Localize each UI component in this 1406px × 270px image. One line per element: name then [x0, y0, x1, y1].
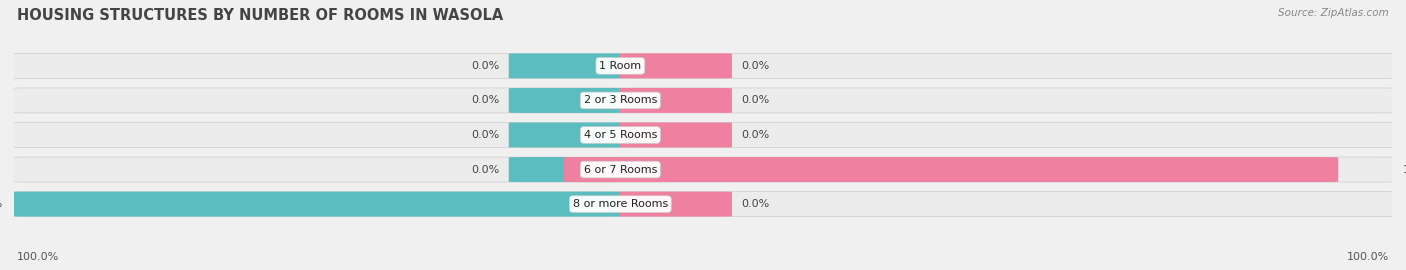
FancyBboxPatch shape — [11, 157, 1395, 182]
FancyBboxPatch shape — [11, 123, 1395, 147]
Text: 6 or 7 Rooms: 6 or 7 Rooms — [583, 164, 657, 175]
FancyBboxPatch shape — [564, 157, 1339, 182]
Text: 4 or 5 Rooms: 4 or 5 Rooms — [583, 130, 657, 140]
Text: 0.0%: 0.0% — [741, 61, 770, 71]
Text: 0.0%: 0.0% — [741, 95, 770, 106]
Text: 0.0%: 0.0% — [741, 199, 770, 209]
Text: 100.0%: 100.0% — [0, 199, 3, 209]
FancyBboxPatch shape — [509, 157, 621, 182]
Text: 0.0%: 0.0% — [471, 130, 499, 140]
FancyBboxPatch shape — [509, 88, 621, 113]
FancyBboxPatch shape — [13, 192, 621, 217]
Text: 8 or more Rooms: 8 or more Rooms — [572, 199, 668, 209]
FancyBboxPatch shape — [509, 53, 621, 78]
Text: 100.0%: 100.0% — [1403, 164, 1406, 175]
FancyBboxPatch shape — [619, 53, 733, 78]
FancyBboxPatch shape — [619, 123, 733, 147]
FancyBboxPatch shape — [509, 123, 621, 147]
FancyBboxPatch shape — [11, 192, 1395, 217]
Text: 0.0%: 0.0% — [471, 95, 499, 106]
FancyBboxPatch shape — [11, 53, 1395, 78]
Text: 0.0%: 0.0% — [741, 130, 770, 140]
FancyBboxPatch shape — [11, 88, 1395, 113]
FancyBboxPatch shape — [619, 192, 733, 217]
Text: 100.0%: 100.0% — [1347, 252, 1389, 262]
Text: 100.0%: 100.0% — [17, 252, 59, 262]
Text: Source: ZipAtlas.com: Source: ZipAtlas.com — [1278, 8, 1389, 18]
Text: 2 or 3 Rooms: 2 or 3 Rooms — [583, 95, 657, 106]
Text: 0.0%: 0.0% — [471, 61, 499, 71]
Text: 0.0%: 0.0% — [471, 164, 499, 175]
FancyBboxPatch shape — [619, 88, 733, 113]
Text: 1 Room: 1 Room — [599, 61, 641, 71]
Text: HOUSING STRUCTURES BY NUMBER OF ROOMS IN WASOLA: HOUSING STRUCTURES BY NUMBER OF ROOMS IN… — [17, 8, 503, 23]
